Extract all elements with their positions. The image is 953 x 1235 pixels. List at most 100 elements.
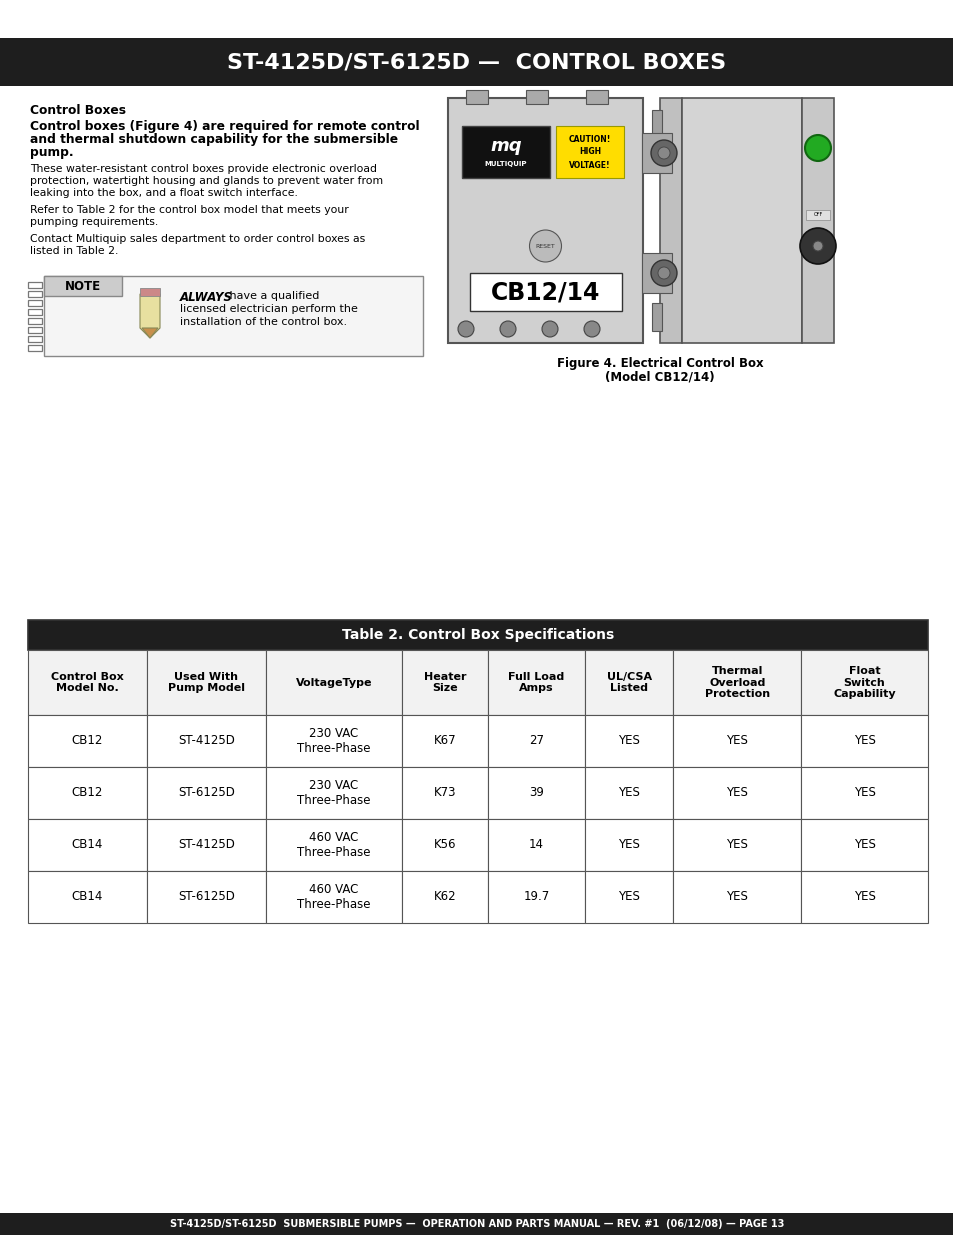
Text: 230 VAC
Three-Phase: 230 VAC Three-Phase [297,727,371,755]
Text: and thermal shutdown capability for the submersible: and thermal shutdown capability for the … [30,133,397,146]
Bar [487,767,584,819]
Bar [265,871,402,923]
Bar [265,819,402,871]
Text: Control Boxes: Control Boxes [30,104,126,117]
Text: K67: K67 [434,735,456,747]
Text: K62: K62 [434,890,456,904]
Text: ST-6125D: ST-6125D [177,787,234,799]
Bar [28,650,147,715]
Circle shape [812,241,822,251]
Text: Heater
Size: Heater Size [423,672,466,693]
Text: YES: YES [618,787,639,799]
Bar [28,345,42,351]
Text: RESET: RESET [535,243,555,248]
Bar [487,819,584,871]
Bar [28,327,42,333]
Circle shape [804,135,830,161]
Text: ALWAYS: ALWAYS [180,291,233,304]
Text: YES: YES [853,890,875,904]
Text: 460 VAC
Three-Phase: 460 VAC Three-Phase [297,831,371,860]
Text: CB12: CB12 [71,735,103,747]
Bar [28,819,147,871]
Bar [805,210,829,220]
Bar [487,715,584,767]
Text: have a qualified: have a qualified [226,291,319,301]
Text: CB12/14: CB12/14 [491,280,600,304]
Text: Thermal
Overload
Protection: Thermal Overload Protection [704,666,769,699]
Bar [801,715,927,767]
Bar [465,90,488,104]
Bar [265,650,402,715]
Text: YES: YES [618,735,639,747]
Bar [402,819,487,871]
Text: ST-6125D: ST-6125D [177,890,234,904]
Circle shape [529,230,561,262]
Circle shape [800,228,835,264]
Circle shape [658,267,669,279]
Bar [525,90,547,104]
Text: K73: K73 [434,787,456,799]
Text: YES: YES [725,787,747,799]
Text: CB14: CB14 [71,839,103,851]
Polygon shape [140,294,160,338]
Bar [641,253,671,293]
Circle shape [499,321,516,337]
Text: protection, watertight housing and glands to prevent water from: protection, watertight housing and gland… [30,177,383,186]
Bar [147,715,265,767]
Text: YES: YES [853,787,875,799]
Text: 460 VAC
Three-Phase: 460 VAC Three-Phase [297,883,371,911]
Bar [801,98,833,343]
Bar [470,273,621,311]
Text: mq: mq [490,137,521,156]
Bar [28,871,147,923]
Text: installation of the control box.: installation of the control box. [180,317,347,327]
Bar [147,871,265,923]
Bar [651,110,661,138]
Bar [402,767,487,819]
Text: VoltageType: VoltageType [295,678,372,688]
Bar [28,300,42,306]
Text: 39: 39 [529,787,543,799]
Text: (Model CB12/14): (Model CB12/14) [604,370,714,384]
Text: 14: 14 [529,839,543,851]
Bar [28,317,42,324]
Text: 19.7: 19.7 [523,890,549,904]
Circle shape [457,321,474,337]
Bar [147,650,265,715]
Text: pump.: pump. [30,146,73,159]
Bar [556,126,623,178]
Bar [265,767,402,819]
Bar [28,620,927,650]
Text: licensed electrician perform the: licensed electrician perform the [180,304,357,314]
Bar [585,90,607,104]
Bar [673,819,801,871]
Circle shape [650,261,677,287]
Bar [673,767,801,819]
Text: Used With
Pump Model: Used With Pump Model [168,672,244,693]
Text: ST-4125D: ST-4125D [177,839,234,851]
Circle shape [583,321,599,337]
Text: leaking into the box, and a float switch interface.: leaking into the box, and a float switch… [30,188,297,198]
Bar [402,871,487,923]
Text: Control boxes (Figure 4) are required for remote control: Control boxes (Figure 4) are required fo… [30,120,419,133]
Text: VOLTAGE!: VOLTAGE! [569,161,610,169]
Bar [584,767,673,819]
Bar [801,871,927,923]
Bar [673,715,801,767]
Bar [0,38,953,86]
Text: YES: YES [853,735,875,747]
Bar [44,275,122,296]
Text: Control Box
Model No.: Control Box Model No. [51,672,124,693]
Text: Float
Switch
Capability: Float Switch Capability [832,666,895,699]
Bar [584,715,673,767]
Text: YES: YES [725,890,747,904]
Bar [28,282,42,288]
Circle shape [541,321,558,337]
Text: YES: YES [853,839,875,851]
Bar [44,275,422,356]
Text: Full Load
Amps: Full Load Amps [508,672,564,693]
Text: YES: YES [725,839,747,851]
Bar [28,309,42,315]
Bar [584,650,673,715]
Bar [402,650,487,715]
